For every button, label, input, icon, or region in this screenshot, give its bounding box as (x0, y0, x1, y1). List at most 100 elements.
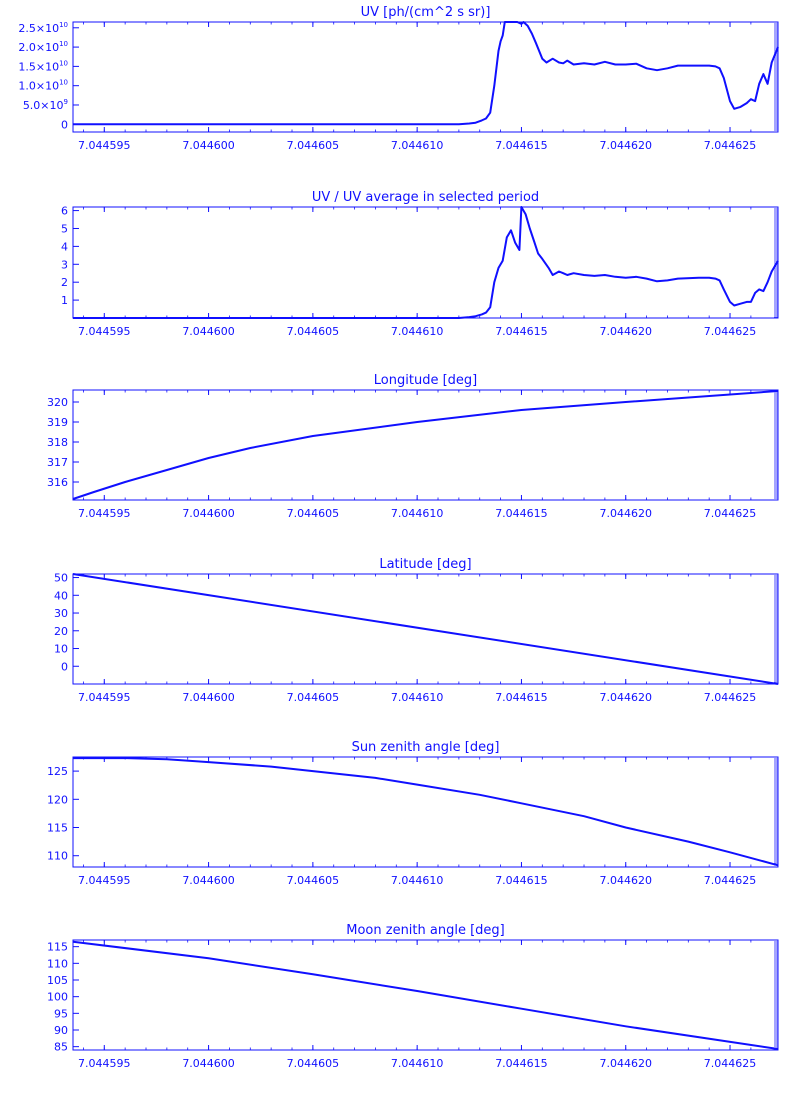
x-tick-label: 7.044600 (182, 139, 235, 152)
data-series-line (73, 757, 779, 867)
chart-title: Longitude [deg] (374, 373, 477, 388)
chart-title: Sun zenith angle [deg] (352, 740, 500, 755)
y-tick-exponent: 9 (64, 98, 68, 106)
x-tick-label: 7.044620 (599, 325, 652, 338)
y-tick-label: 125 (47, 765, 68, 778)
x-tick-label: 7.044615 (495, 139, 548, 152)
y-tick-mantissa: 85 (54, 1041, 68, 1054)
x-tick-label: 7.044610 (391, 325, 444, 338)
chart-panel-5: Sun zenith angle [deg] 7.044595 7.044600 7.… (47, 740, 779, 887)
x-tick-label: 7.044600 (182, 691, 235, 704)
y-tick-mantissa: 2 (61, 276, 68, 289)
y-tick-mantissa: 5.0×10 (23, 99, 64, 112)
x-tick-label: 7.044600 (182, 325, 235, 338)
y-tick-mantissa: 5 (61, 222, 68, 235)
x-tick-label: 7.044600 (182, 507, 235, 520)
y-tick-mantissa: 90 (54, 1024, 68, 1037)
right-minor-ticks (774, 23, 778, 131)
x-tick-label: 7.044610 (391, 874, 444, 887)
chart-title: UV / UV average in selected period (312, 190, 539, 205)
x-tick-label: 7.044605 (287, 325, 340, 338)
y-tick-mantissa: 317 (47, 456, 68, 469)
y-tick-mantissa: 10 (54, 643, 68, 656)
x-tick-label: 7.044620 (599, 507, 652, 520)
data-series-line (73, 206, 779, 319)
x-tick-label: 7.044605 (287, 874, 340, 887)
y-tick-label: 110 (47, 850, 68, 863)
y-tick-label: 3 (61, 258, 68, 271)
x-tick-label: 7.044595 (78, 1057, 131, 1070)
x-tick-label: 7.044615 (495, 325, 548, 338)
right-minor-ticks (774, 575, 778, 683)
y-tick-mantissa: 1.5×10 (18, 60, 59, 73)
y-tick-mantissa: 110 (47, 850, 68, 863)
data-series-line (72, 940, 779, 1050)
y-tick-label: 5 (61, 222, 68, 235)
plot-frame (72, 939, 779, 1051)
y-tick-exponent: 10 (59, 40, 68, 48)
y-tick-label: 2.5×1010 (18, 21, 68, 35)
x-tick-label: 7.044610 (391, 507, 444, 520)
y-tick-mantissa: 50 (54, 572, 68, 585)
x-tick-label: 7.044625 (704, 325, 757, 338)
y-tick-label: 5.0×109 (23, 98, 68, 112)
chart-title: UV [ph/(cm^2 s sr)] (361, 5, 491, 20)
y-tick-mantissa: 20 (54, 625, 68, 638)
x-tick-label: 7.044620 (599, 139, 652, 152)
y-tick-label: 0 (61, 660, 68, 673)
plot-frame (72, 756, 779, 868)
y-tick-mantissa: 115 (47, 941, 68, 954)
y-tick-label: 316 (47, 476, 68, 489)
y-tick-label: 85 (54, 1041, 68, 1054)
y-tick-label: 1.5×1010 (18, 59, 68, 73)
x-tick-label: 7.044625 (704, 691, 757, 704)
y-tick-exponent: 10 (59, 59, 68, 67)
y-tick-label: 115 (47, 941, 68, 954)
x-tick-label: 7.044605 (287, 139, 340, 152)
chart-title: Moon zenith angle [deg] (346, 923, 504, 938)
plot-frame (72, 389, 779, 501)
y-tick-mantissa: 2.5×10 (18, 22, 59, 35)
x-tick-label: 7.044595 (78, 325, 131, 338)
y-tick-label: 318 (47, 436, 68, 449)
y-tick-label: 320 (47, 396, 68, 409)
y-tick-label: 95 (54, 1007, 68, 1020)
x-tick-label: 7.044615 (495, 691, 548, 704)
data-series-line (72, 390, 779, 500)
x-tick-label: 7.044620 (599, 874, 652, 887)
y-tick-mantissa: 30 (54, 607, 68, 620)
y-tick-mantissa: 318 (47, 436, 68, 449)
y-tick-mantissa: 1 (61, 294, 68, 307)
y-tick-label: 50 (54, 572, 68, 585)
plot-frame (72, 573, 779, 685)
y-tick-mantissa: 1.0×10 (18, 80, 59, 93)
y-tick-mantissa: 320 (47, 396, 68, 409)
x-tick-label: 7.044625 (704, 139, 757, 152)
plot-frame (72, 206, 779, 319)
y-tick-label: 317 (47, 456, 68, 469)
y-tick-mantissa: 6 (61, 205, 68, 218)
y-tick-mantissa: 105 (47, 974, 68, 987)
y-tick-label: 4 (61, 240, 68, 253)
y-tick-label: 120 (47, 793, 68, 806)
x-tick-label: 7.044620 (599, 691, 652, 704)
data-series-line (72, 573, 779, 685)
right-minor-ticks (774, 391, 778, 499)
y-tick-mantissa: 40 (54, 589, 68, 602)
x-tick-label: 7.044625 (704, 1057, 757, 1070)
y-tick-label: 1 (61, 294, 68, 307)
x-tick-label: 7.044605 (287, 691, 340, 704)
y-tick-mantissa: 125 (47, 765, 68, 778)
y-tick-mantissa: 4 (61, 240, 68, 253)
right-minor-ticks (774, 208, 778, 318)
y-tick-mantissa: 110 (47, 957, 68, 970)
y-tick-label: 115 (47, 822, 68, 835)
y-tick-exponent: 10 (59, 79, 68, 87)
y-tick-mantissa: 95 (54, 1007, 68, 1020)
x-tick-label: 7.044615 (495, 507, 548, 520)
x-tick-label: 7.044595 (78, 507, 131, 520)
y-tick-mantissa: 2.0×10 (18, 41, 59, 54)
y-tick-exponent: 10 (59, 21, 68, 29)
x-tick-label: 7.044605 (287, 507, 340, 520)
